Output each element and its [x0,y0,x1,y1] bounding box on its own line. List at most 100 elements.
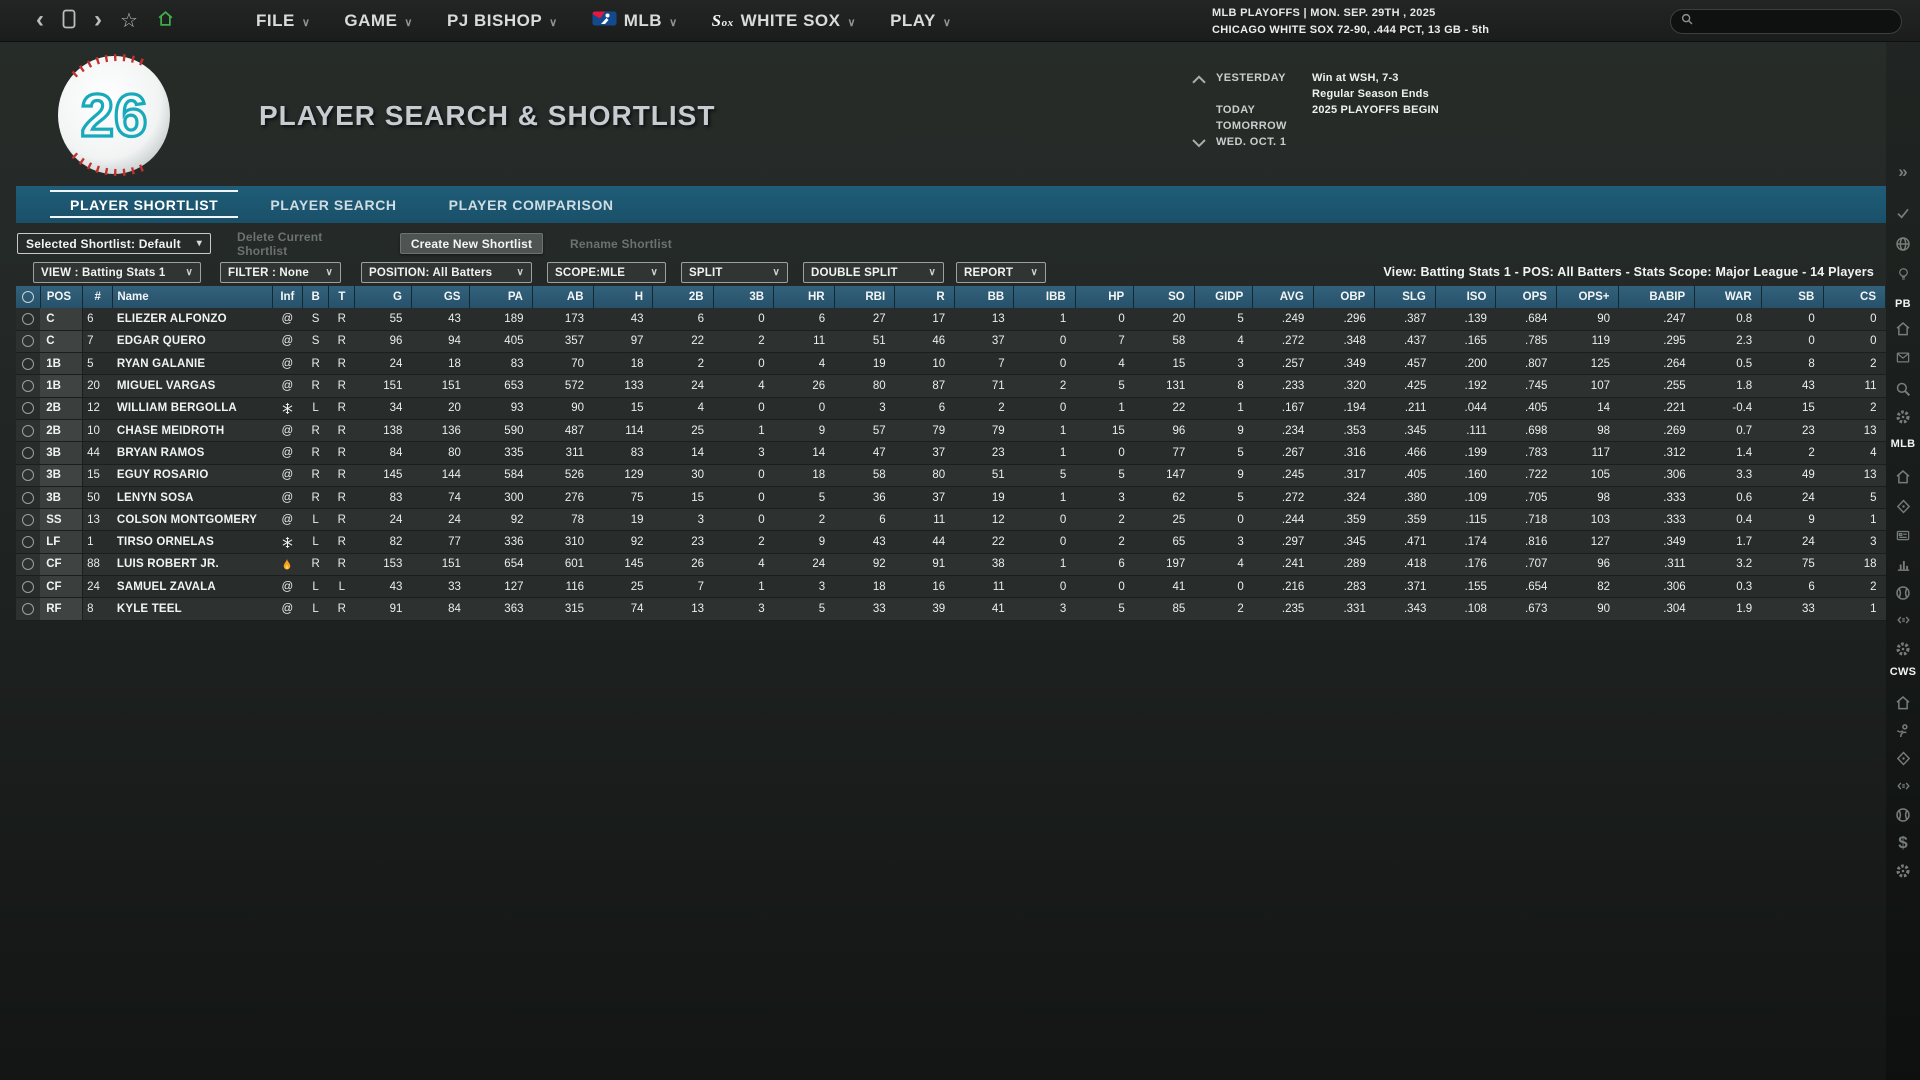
player-name-link[interactable]: ELIEZER ALFONZO [112,308,273,331]
home-icon[interactable] [1886,468,1920,486]
player-name-link[interactable]: MIGUEL VARGAS [112,374,273,398]
select-all-radio[interactable] [21,290,34,303]
table-row[interactable]: LF 1 TIRSO ORNELAS L R 82 77 336 310 92 23 2 9 43 44 22… [16,530,1886,554]
player-name-link[interactable]: LUIS ROBERT JR. [112,553,273,577]
check-icon[interactable] [1886,205,1920,221]
column-header-obp[interactable]: OBP [1313,286,1376,308]
table-row[interactable]: 3B 15 EGUY ROSARIO @ R R 145 144 584 526 129 30 0 18 5… [16,464,1886,487]
column-header-name[interactable]: Name [112,286,273,308]
column-header-t[interactable]: T [328,286,356,308]
player-name-link[interactable]: CHASE MEIDROTH [112,419,273,443]
scope-dropdown[interactable]: SCOPE:MLE ∨ [547,262,666,283]
search-icon[interactable] [1886,380,1920,398]
column-header-b[interactable]: B [302,286,330,308]
player-name-link[interactable]: TIRSO ORNELAS [112,530,273,554]
dollar-icon[interactable]: $ [1898,833,1908,852]
create-shortlist-button[interactable]: Create New Shortlist [400,233,543,254]
filter-dropdown[interactable]: FILTER : None ∨ [220,262,341,283]
player-name-link[interactable]: COLSON MONTGOMERY [112,508,273,532]
column-header-iso[interactable]: ISO [1435,286,1497,308]
chart-icon[interactable] [1886,556,1920,573]
tab-player-search[interactable]: PLAYER SEARCH [270,196,397,213]
column-header-3b[interactable]: 3B [713,286,775,308]
gear-icon[interactable] [1886,862,1920,880]
column-header-r[interactable]: R [894,286,955,308]
row-radio[interactable] [22,558,35,571]
column-header-sb[interactable]: SB [1761,286,1825,308]
expand-icon[interactable]: » [1898,162,1908,181]
row-radio[interactable] [22,312,35,325]
column-header-rbi[interactable]: RBI [834,286,896,308]
menu-play[interactable]: PLAY ∨ [890,11,951,31]
delete-shortlist-button[interactable]: Delete Current Shortlist [236,230,376,258]
menu-game[interactable]: GAME ∨ [344,11,413,31]
column-header-ops[interactable]: OPS+ [1556,286,1620,308]
column-header-[interactable]: # [82,286,114,308]
table-row[interactable]: 2B 12 WILLIAM BERGOLLA L R 34 20 93 90 15 4 0 0 3 6 2 0 1… [16,397,1886,420]
column-header-avg[interactable]: AVG [1252,286,1314,308]
player-name-link[interactable]: LENYN SOSA [112,486,273,510]
column-header-bb[interactable]: BB [954,286,1015,308]
menu-white-sox[interactable]: Sox WHITE SOX ∨ [712,11,856,31]
column-header-babip[interactable]: BABIP [1618,286,1696,308]
report-dropdown[interactable]: REPORT ∨ [956,262,1046,283]
double-split-dropdown[interactable]: DOUBLE SPLIT ∨ [803,262,944,283]
search-box[interactable] [1670,9,1902,34]
table-row[interactable]: 3B 44 BRYAN RAMOS @ R R 84 80 335 311 83 14 3 14 47 37 2… [16,441,1886,465]
bulb-icon[interactable] [1886,265,1920,283]
player-name-link[interactable]: KYLE TEEL [112,597,273,621]
schedule-down-chevron[interactable] [1190,136,1208,148]
mail-icon[interactable] [1886,350,1920,365]
column-header-2b[interactable]: 2B [652,286,714,308]
trade-icon[interactable] [1886,778,1920,794]
column-header-inf[interactable]: Inf [272,286,304,308]
gear-icon[interactable] [1886,408,1920,426]
column-header-ab[interactable]: AB [532,286,594,308]
column-header-gidp[interactable]: GIDP [1194,286,1254,308]
player-name-link[interactable]: SAMUEL ZAVALA [112,575,273,599]
table-row[interactable]: C 7 EDGAR QUERO @ S R 96 94 405 357 97 22 2 11 51 46 37 0… [16,330,1886,354]
row-radio[interactable] [22,469,35,482]
column-header-so[interactable]: SO [1133,286,1195,308]
column-header-pa[interactable]: PA [469,286,533,308]
column-header-war[interactable]: WAR [1694,286,1762,308]
view-dropdown[interactable]: VIEW : Batting Stats 1 ∨ [33,262,201,283]
search-input[interactable] [1700,14,1892,29]
row-radio[interactable] [22,536,35,549]
table-row[interactable]: 3B 50 LENYN SOSA @ R R 83 74 300 276 75 15 0 5 36 37 19 1… [16,486,1886,510]
row-radio[interactable] [22,357,35,370]
forward-icon[interactable]: › [94,5,102,33]
column-header-cs[interactable]: CS [1823,286,1886,308]
column-header-ibb[interactable]: IBB [1013,286,1076,308]
trade-icon[interactable] [1886,612,1920,628]
row-radio[interactable] [22,335,35,348]
pin-icon[interactable] [1886,750,1920,767]
tab-player-shortlist[interactable]: PLAYER SHORTLIST [44,186,244,223]
menu-file[interactable]: FILE ∨ [256,11,310,31]
table-row[interactable]: 1B 5 RYAN GALANIE @ R R 24 18 83 70 18 2 0 4 19 10 7 0 4 15… [16,352,1886,376]
column-header-slg[interactable]: SLG [1374,286,1436,308]
table-row[interactable]: RF 8 KYLE TEEL @ L R 91 84 363 315 74 13 3 5 33 39 41 3 5 8… [16,597,1886,621]
selected-shortlist-dropdown[interactable]: Selected Shortlist: Default ▾ [17,233,211,254]
rename-shortlist-button[interactable]: Rename Shortlist [560,233,682,254]
card-icon[interactable] [1886,528,1920,543]
baseball-icon[interactable] [1886,584,1920,602]
row-radio[interactable] [22,580,35,593]
column-header-h[interactable]: H [593,286,654,308]
home-icon[interactable] [1886,694,1920,712]
row-radio[interactable] [22,491,35,504]
baseball-icon[interactable] [1886,806,1920,824]
table-row[interactable]: C 6 ELIEZER ALFONZO @ S R 55 43 189 173 43 6 0 6 27 17 1… [16,308,1886,331]
tab-player-comparison[interactable]: PLAYER COMPARISON [448,196,614,213]
home-icon[interactable] [156,9,175,33]
table-row[interactable]: CF 88 LUIS ROBERT JR. R R 153 151 654 601 145 26 4 2… [16,553,1886,577]
row-radio[interactable] [22,380,35,393]
column-header-gs[interactable]: GS [411,286,471,308]
row-radio[interactable] [22,602,35,615]
column-header-hp[interactable]: HP [1075,286,1135,308]
menu-mlb[interactable]: MLB ∨ [592,11,678,31]
position-dropdown[interactable]: POSITION: All Batters ∨ [361,262,532,283]
schedule-up-chevron[interactable] [1190,72,1208,84]
menu-pj-bishop[interactable]: PJ BISHOP ∨ [447,11,558,31]
table-row[interactable]: SS 13 COLSON MONTGOMERY @ L R 24 24 92 78 19 3 0 2 6 11… [16,508,1886,532]
